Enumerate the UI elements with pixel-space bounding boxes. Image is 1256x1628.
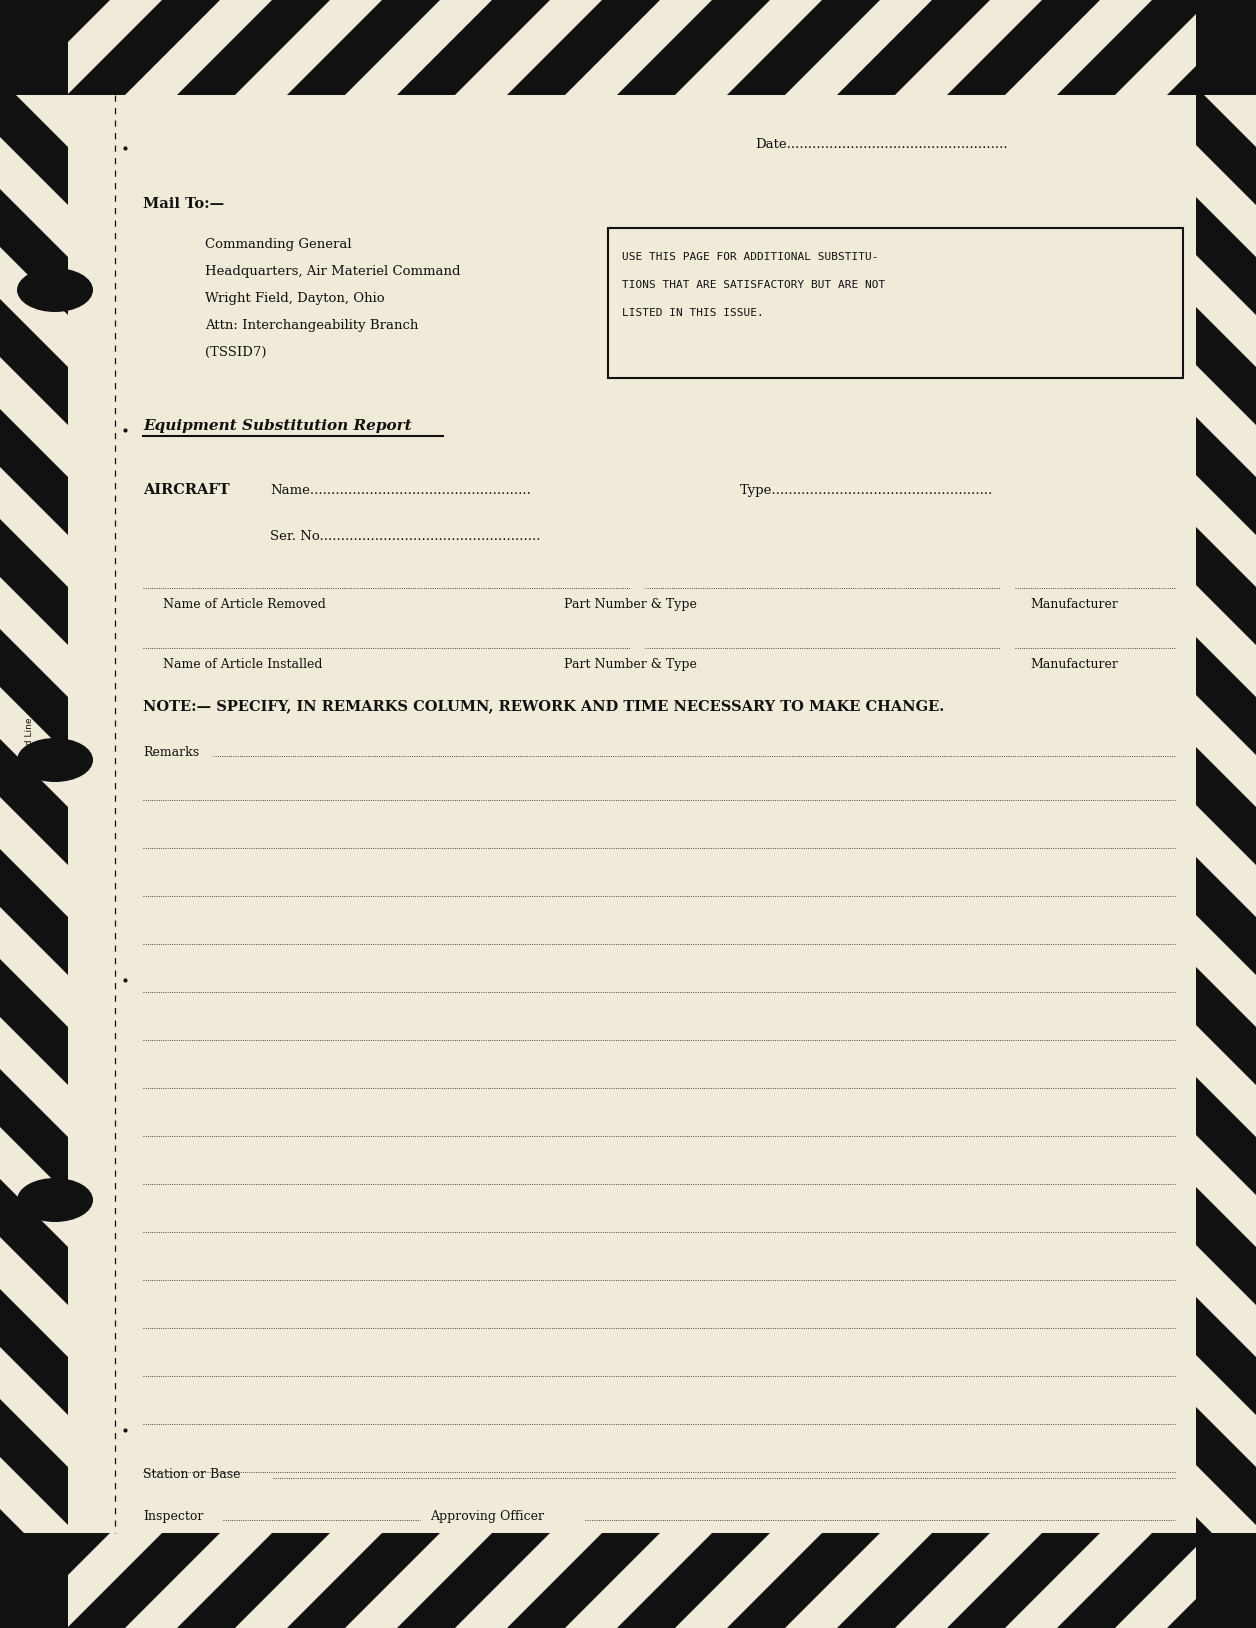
Text: Inspector: Inspector bbox=[143, 1511, 203, 1524]
Polygon shape bbox=[1196, 804, 1256, 917]
Text: Equipment Substitution Report: Equipment Substitution Report bbox=[143, 418, 412, 433]
Polygon shape bbox=[1115, 0, 1256, 94]
Text: Approving Officer: Approving Officer bbox=[430, 1511, 544, 1524]
Polygon shape bbox=[0, 687, 68, 807]
Polygon shape bbox=[0, 467, 68, 588]
Polygon shape bbox=[565, 0, 712, 94]
Polygon shape bbox=[0, 357, 68, 477]
Polygon shape bbox=[0, 1568, 68, 1628]
Text: Headquarters, Air Materiel Command: Headquarters, Air Materiel Command bbox=[205, 265, 461, 278]
Text: Date....................................................: Date....................................… bbox=[755, 138, 1007, 151]
Polygon shape bbox=[0, 1127, 68, 1247]
Polygon shape bbox=[1225, 0, 1256, 94]
Polygon shape bbox=[785, 1534, 932, 1628]
Polygon shape bbox=[126, 0, 273, 94]
Polygon shape bbox=[1196, 1354, 1256, 1467]
Bar bbox=[1196, 94, 1256, 1534]
Text: Remarks: Remarks bbox=[143, 746, 200, 759]
Polygon shape bbox=[896, 1534, 1042, 1628]
Ellipse shape bbox=[18, 1179, 93, 1223]
Text: Cut on Dotted Line: Cut on Dotted Line bbox=[25, 718, 34, 803]
Polygon shape bbox=[345, 1534, 492, 1628]
Text: Part Number & Type: Part Number & Type bbox=[564, 597, 696, 610]
Polygon shape bbox=[0, 0, 51, 94]
Text: NOTE:— SPECIFY, IN REMARKS COLUMN, REWORK AND TIME NECESSARY TO MAKE CHANGE.: NOTE:— SPECIFY, IN REMARKS COLUMN, REWOR… bbox=[143, 698, 945, 713]
Ellipse shape bbox=[18, 269, 93, 313]
Polygon shape bbox=[15, 0, 162, 94]
Polygon shape bbox=[0, 1346, 68, 1467]
Text: TIONS THAT ARE SATISFACTORY BUT ARE NOT: TIONS THAT ARE SATISFACTORY BUT ARE NOT bbox=[622, 280, 885, 290]
Text: USE THIS PAGE FOR ADDITIONAL SUBSTITU-: USE THIS PAGE FOR ADDITIONAL SUBSTITU- bbox=[622, 252, 878, 262]
Polygon shape bbox=[1196, 145, 1256, 257]
Bar bbox=[0, 0, 68, 94]
Polygon shape bbox=[0, 576, 68, 697]
Polygon shape bbox=[0, 1018, 68, 1136]
Polygon shape bbox=[1196, 256, 1256, 366]
Bar bbox=[0, 94, 68, 1534]
Polygon shape bbox=[1196, 365, 1256, 477]
Text: Part Number & Type: Part Number & Type bbox=[564, 658, 696, 671]
Text: Ser. No....................................................: Ser. No.................................… bbox=[270, 531, 540, 544]
Bar bbox=[608, 228, 1183, 378]
Ellipse shape bbox=[18, 737, 93, 781]
Polygon shape bbox=[15, 1534, 162, 1628]
Polygon shape bbox=[455, 1534, 602, 1628]
Polygon shape bbox=[0, 1457, 68, 1578]
Bar bbox=[0, 1534, 68, 1628]
Text: (TSSID7): (TSSID7) bbox=[205, 347, 266, 360]
Text: Name of Article Installed: Name of Article Installed bbox=[163, 658, 323, 671]
Polygon shape bbox=[0, 798, 68, 917]
Polygon shape bbox=[1196, 1135, 1256, 1247]
Polygon shape bbox=[1196, 1026, 1256, 1136]
Polygon shape bbox=[0, 137, 68, 257]
Text: Type....................................................: Type....................................… bbox=[740, 484, 993, 497]
Text: Wright Field, Dayton, Ohio: Wright Field, Dayton, Ohio bbox=[205, 291, 384, 304]
Polygon shape bbox=[1196, 475, 1256, 588]
Polygon shape bbox=[1196, 34, 1256, 147]
Text: Manufacturer: Manufacturer bbox=[1030, 658, 1118, 671]
Bar bbox=[1196, 1534, 1256, 1628]
Polygon shape bbox=[235, 0, 382, 94]
Polygon shape bbox=[0, 1237, 68, 1358]
Polygon shape bbox=[565, 1534, 712, 1628]
Polygon shape bbox=[1196, 584, 1256, 697]
Text: Mail To:—: Mail To:— bbox=[143, 197, 224, 212]
Polygon shape bbox=[1225, 1534, 1256, 1628]
Polygon shape bbox=[1115, 1534, 1256, 1628]
Text: Attn: Interchangeability Branch: Attn: Interchangeability Branch bbox=[205, 319, 418, 332]
Text: Station or Base: Station or Base bbox=[143, 1468, 240, 1481]
Text: Name....................................................: Name....................................… bbox=[270, 484, 531, 497]
Polygon shape bbox=[1196, 1574, 1256, 1628]
Text: AIRCRAFT: AIRCRAFT bbox=[143, 484, 230, 497]
Polygon shape bbox=[896, 0, 1042, 94]
Text: LISTED IN THIS ISSUE.: LISTED IN THIS ISSUE. bbox=[622, 308, 764, 317]
Bar bbox=[0, 0, 1256, 94]
Polygon shape bbox=[0, 1534, 51, 1628]
Polygon shape bbox=[126, 1534, 273, 1628]
Polygon shape bbox=[1196, 1465, 1256, 1578]
Bar bbox=[0, 1534, 1256, 1628]
Text: Commanding General: Commanding General bbox=[205, 238, 352, 251]
Polygon shape bbox=[674, 0, 821, 94]
Polygon shape bbox=[1005, 0, 1152, 94]
Polygon shape bbox=[1196, 0, 1256, 37]
Polygon shape bbox=[0, 28, 68, 147]
Polygon shape bbox=[345, 0, 492, 94]
Polygon shape bbox=[1196, 695, 1256, 807]
Polygon shape bbox=[785, 0, 932, 94]
Polygon shape bbox=[235, 1534, 382, 1628]
Text: Name of Article Removed: Name of Article Removed bbox=[163, 597, 325, 610]
Polygon shape bbox=[0, 247, 68, 366]
Text: Manufacturer: Manufacturer bbox=[1030, 597, 1118, 610]
Polygon shape bbox=[455, 0, 602, 94]
Polygon shape bbox=[674, 1534, 821, 1628]
Polygon shape bbox=[1005, 1534, 1152, 1628]
Polygon shape bbox=[0, 0, 68, 37]
Polygon shape bbox=[1196, 1245, 1256, 1358]
Polygon shape bbox=[0, 907, 68, 1027]
Polygon shape bbox=[1196, 915, 1256, 1027]
Bar bbox=[1196, 0, 1256, 94]
